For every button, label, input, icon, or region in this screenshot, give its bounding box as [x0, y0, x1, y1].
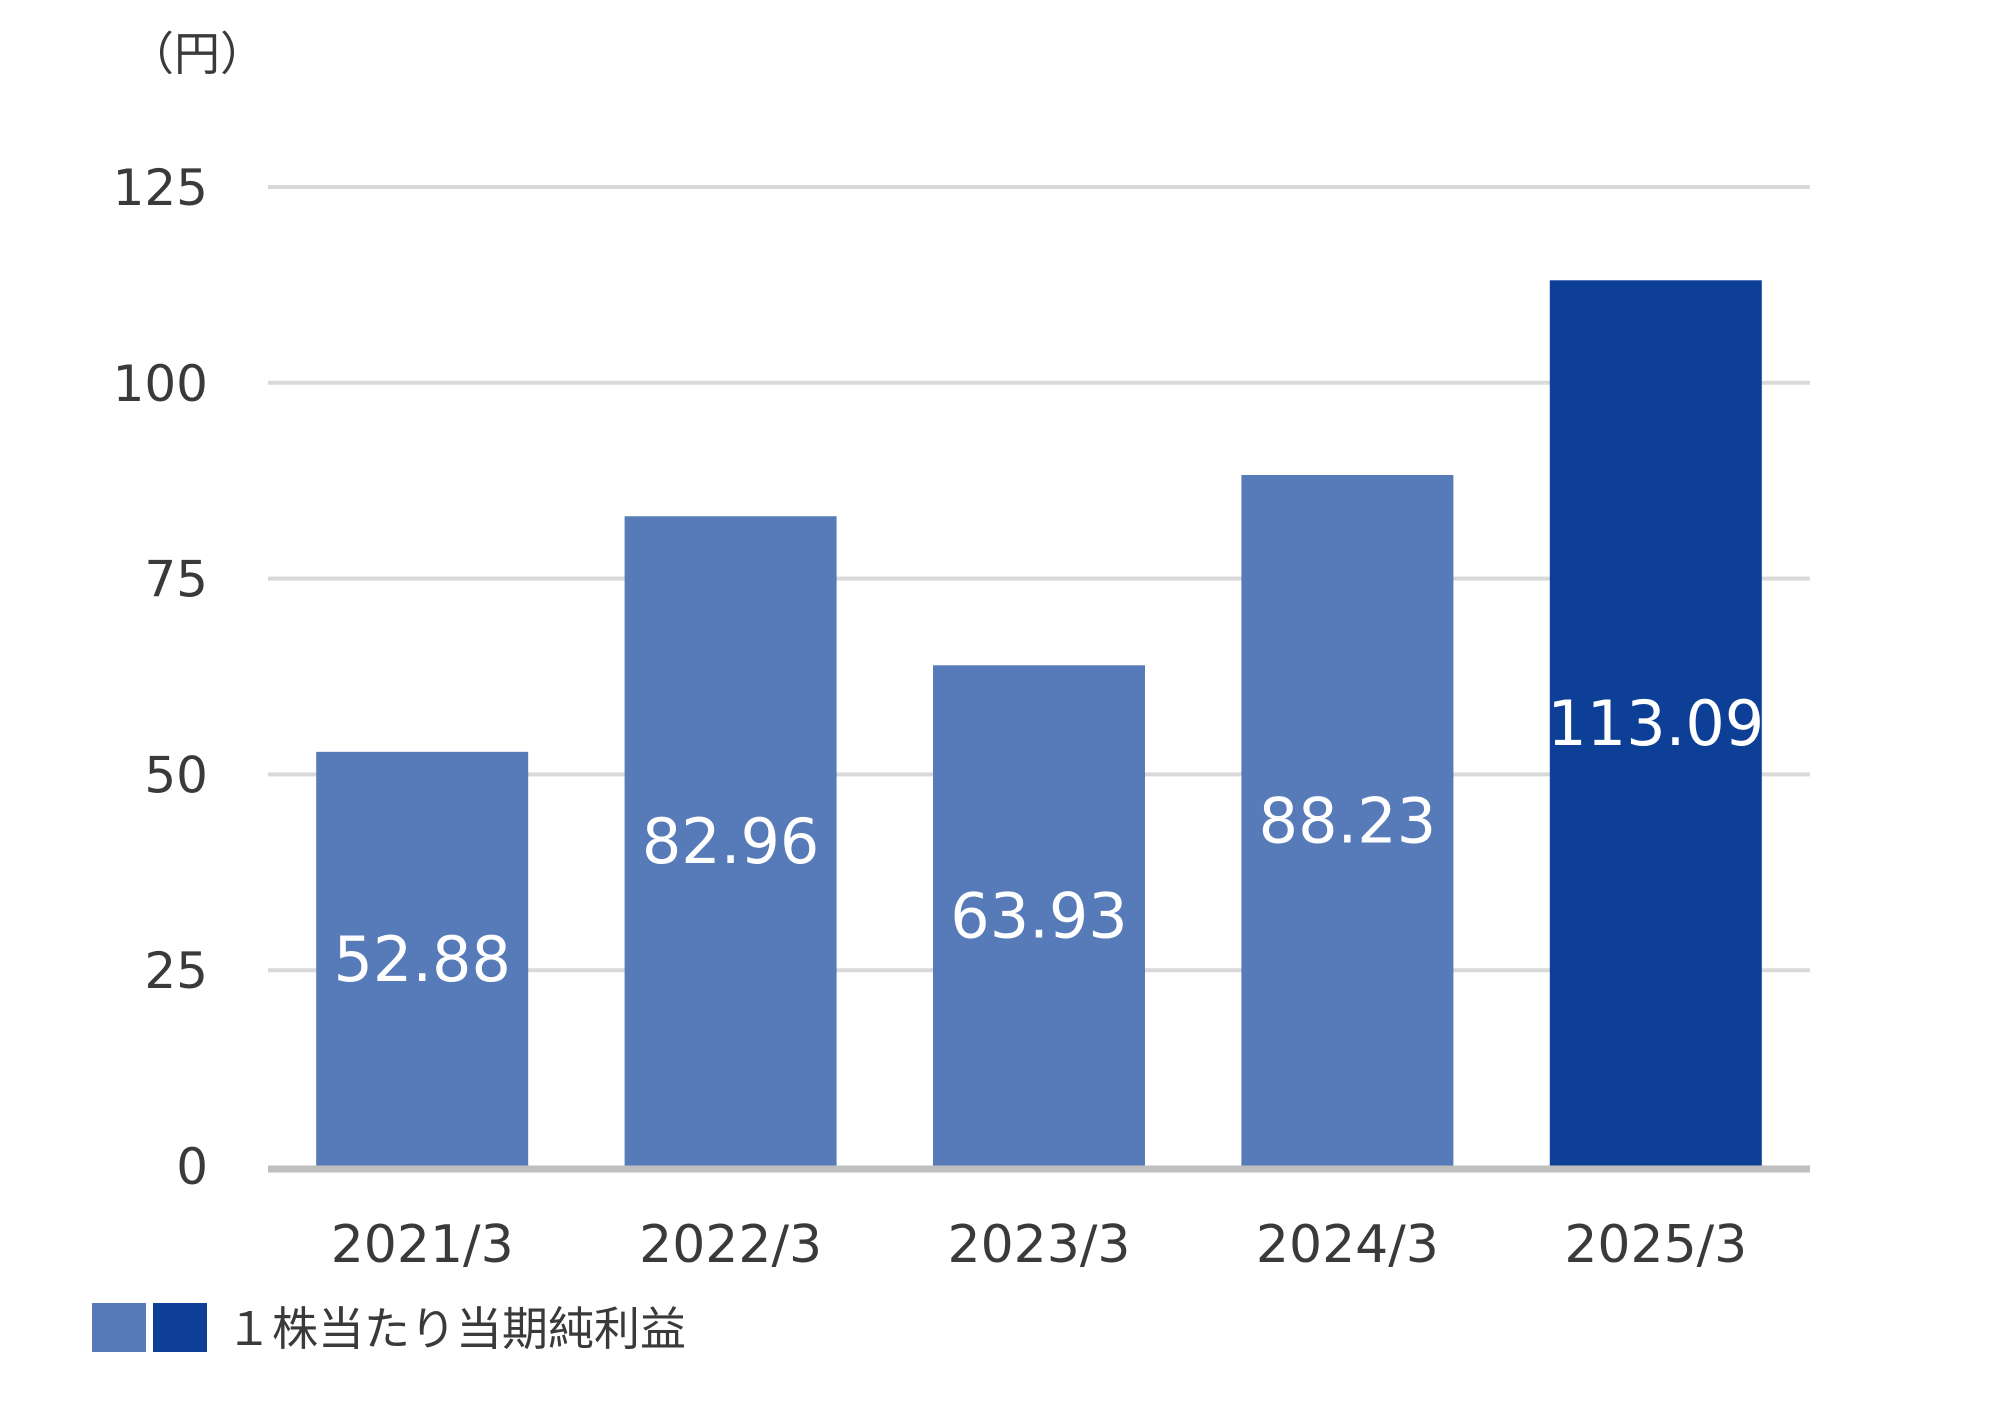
x-axis-ticks: 2021/3 2022/3 2023/3 2024/3 2025/3: [331, 1215, 1748, 1275]
legend-swatch-light: [92, 1303, 146, 1352]
y-tick-label: 50: [144, 746, 208, 804]
data-label: 63.93: [950, 880, 1128, 953]
bar-2021-3: [316, 751, 529, 1166]
data-label: 113.09: [1547, 687, 1764, 760]
legend-swatch-dark: [153, 1303, 207, 1352]
bar-2025-3: [1549, 280, 1762, 1166]
y-axis-ticks: 0 25 50 75 100 125: [113, 159, 208, 1196]
y-tick-label: 25: [144, 942, 208, 1000]
y-tick-label: 100: [113, 355, 208, 413]
bar-2024-3: [1241, 474, 1454, 1166]
y-tick-label: 0: [176, 1138, 208, 1196]
data-label: 82.96: [642, 805, 820, 878]
x-tick-label: 2021/3: [331, 1215, 514, 1275]
y-tick-label: 125: [113, 159, 208, 217]
x-tick-label: 2024/3: [1256, 1215, 1439, 1275]
data-label: 52.88: [333, 923, 511, 996]
bar-2022-3: [624, 516, 837, 1166]
bars: [316, 280, 1762, 1166]
data-labels: 52.88 82.96 63.93 88.23 113.09: [333, 687, 1764, 996]
legend: １株当たり当期純利益: [92, 1302, 686, 1356]
legend-label: １株当たり当期純利益: [226, 1302, 686, 1356]
data-label: 88.23: [1259, 784, 1437, 857]
y-tick-label: 75: [144, 551, 208, 609]
bar-2023-3: [933, 665, 1145, 1166]
x-tick-label: 2023/3: [948, 1215, 1131, 1275]
x-tick-label: 2022/3: [639, 1215, 822, 1275]
x-tick-label: 2025/3: [1564, 1215, 1747, 1275]
y-unit-label: （円）: [128, 27, 266, 81]
